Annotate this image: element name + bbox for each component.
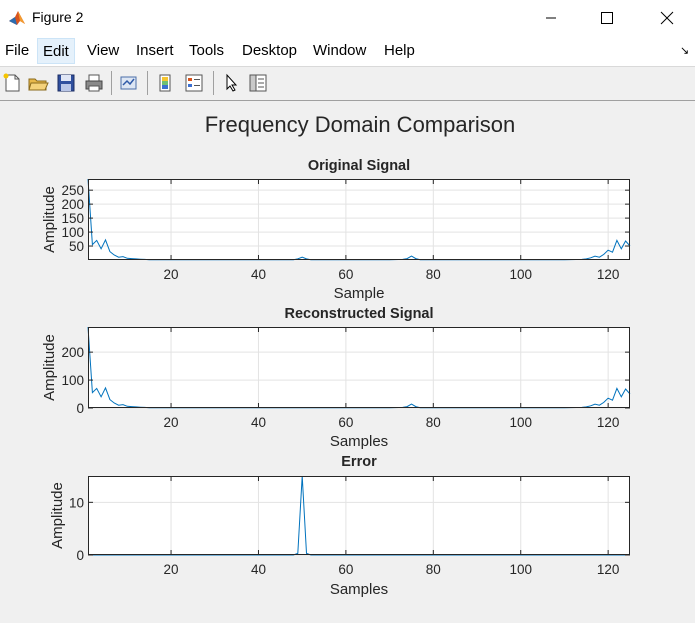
- y-axis-label: Amplitude: [49, 482, 66, 549]
- matlab-logo-icon: [9, 11, 25, 25]
- x-tick-label: 100: [509, 267, 532, 282]
- axes-2-background: [88, 327, 630, 408]
- dock-figure-icon[interactable]: ↘: [680, 45, 690, 57]
- axes-3-background: [88, 476, 630, 555]
- window-title-bar: Figure 2: [0, 0, 695, 36]
- insert-colorbar-icon[interactable]: [155, 72, 177, 94]
- y-axis-label: Amplitude: [41, 186, 58, 253]
- y-tick-label: 100: [61, 225, 84, 240]
- x-tick-label: 120: [597, 267, 620, 282]
- figure-title: Frequency Domain Comparison: [204, 112, 516, 137]
- menu-help[interactable]: Help: [384, 42, 415, 59]
- open-file-icon[interactable]: [27, 72, 49, 94]
- minimize-button[interactable]: [528, 0, 574, 36]
- x-tick-label: 20: [164, 267, 179, 282]
- menu-bar: [0, 36, 695, 66]
- y-tick-label: 10: [69, 495, 84, 510]
- axes-1-background: [88, 179, 630, 260]
- close-button[interactable]: [644, 0, 690, 36]
- y-tick-label: 100: [61, 373, 84, 388]
- x-tick-label: 40: [251, 415, 266, 430]
- y-tick-label: 200: [61, 197, 84, 212]
- maximize-icon: [601, 12, 613, 24]
- y-tick-label: 150: [61, 211, 84, 226]
- x-axis-label: Samples: [330, 581, 388, 598]
- minimize-icon: [546, 17, 556, 19]
- x-tick-label: 60: [338, 562, 353, 577]
- menu-file[interactable]: File: [5, 42, 30, 59]
- x-tick-label: 80: [426, 415, 441, 430]
- edit-plot-pointer-icon[interactable]: [221, 72, 243, 94]
- x-axis-label: Samples: [330, 433, 388, 450]
- toolbar-separator: [213, 71, 214, 95]
- x-tick-label: 60: [338, 415, 353, 430]
- new-figure-icon[interactable]: [1, 72, 23, 94]
- axes-3-frame: [88, 476, 630, 555]
- y-tick-label: 200: [61, 345, 84, 360]
- x-tick-label: 20: [164, 562, 179, 577]
- menu-insert[interactable]: Insert: [136, 42, 174, 59]
- x-axis-label: Sample: [334, 285, 385, 302]
- menu-desktop[interactable]: Desktop: [242, 42, 298, 59]
- x-tick-label: 80: [426, 562, 441, 577]
- toolbar-separator: [147, 71, 148, 95]
- menu-tools[interactable]: Tools: [189, 42, 225, 59]
- close-icon: [660, 11, 674, 25]
- y-tick-label: 0: [76, 548, 84, 563]
- x-tick-label: 20: [164, 415, 179, 430]
- y-axis-label: Amplitude: [41, 334, 58, 401]
- link-plot-icon[interactable]: [118, 72, 140, 94]
- window-title: Figure 2: [32, 9, 84, 25]
- axes-2-title: Reconstructed Signal: [284, 306, 434, 322]
- axes-1-title: Original Signal: [307, 158, 411, 174]
- x-tick-label: 80: [426, 267, 441, 282]
- toolbar-separator: [111, 71, 112, 95]
- property-inspector-icon[interactable]: [247, 72, 269, 94]
- y-tick-label: 0: [76, 401, 84, 416]
- menu-window[interactable]: Window: [313, 42, 367, 59]
- menu-view[interactable]: View: [87, 42, 120, 59]
- insert-legend-icon[interactable]: [183, 72, 205, 94]
- axes-1-frame: [88, 179, 630, 260]
- x-tick-label: 100: [509, 415, 532, 430]
- axes-2-frame: [88, 327, 630, 408]
- x-tick-label: 100: [509, 562, 532, 577]
- menu-edit[interactable]: Edit: [37, 38, 75, 64]
- y-tick-label: 250: [61, 183, 84, 198]
- axes-3-title: Error: [341, 454, 377, 470]
- maximize-button[interactable]: [584, 0, 630, 36]
- x-tick-label: 120: [597, 562, 620, 577]
- x-tick-label: 40: [251, 267, 266, 282]
- figure-toolbar: [0, 66, 695, 101]
- save-icon[interactable]: [55, 72, 77, 94]
- x-tick-label: 40: [251, 562, 266, 577]
- print-icon[interactable]: [83, 72, 105, 94]
- y-tick-label: 50: [69, 239, 84, 254]
- x-tick-label: 120: [597, 415, 620, 430]
- x-tick-label: 60: [338, 267, 353, 282]
